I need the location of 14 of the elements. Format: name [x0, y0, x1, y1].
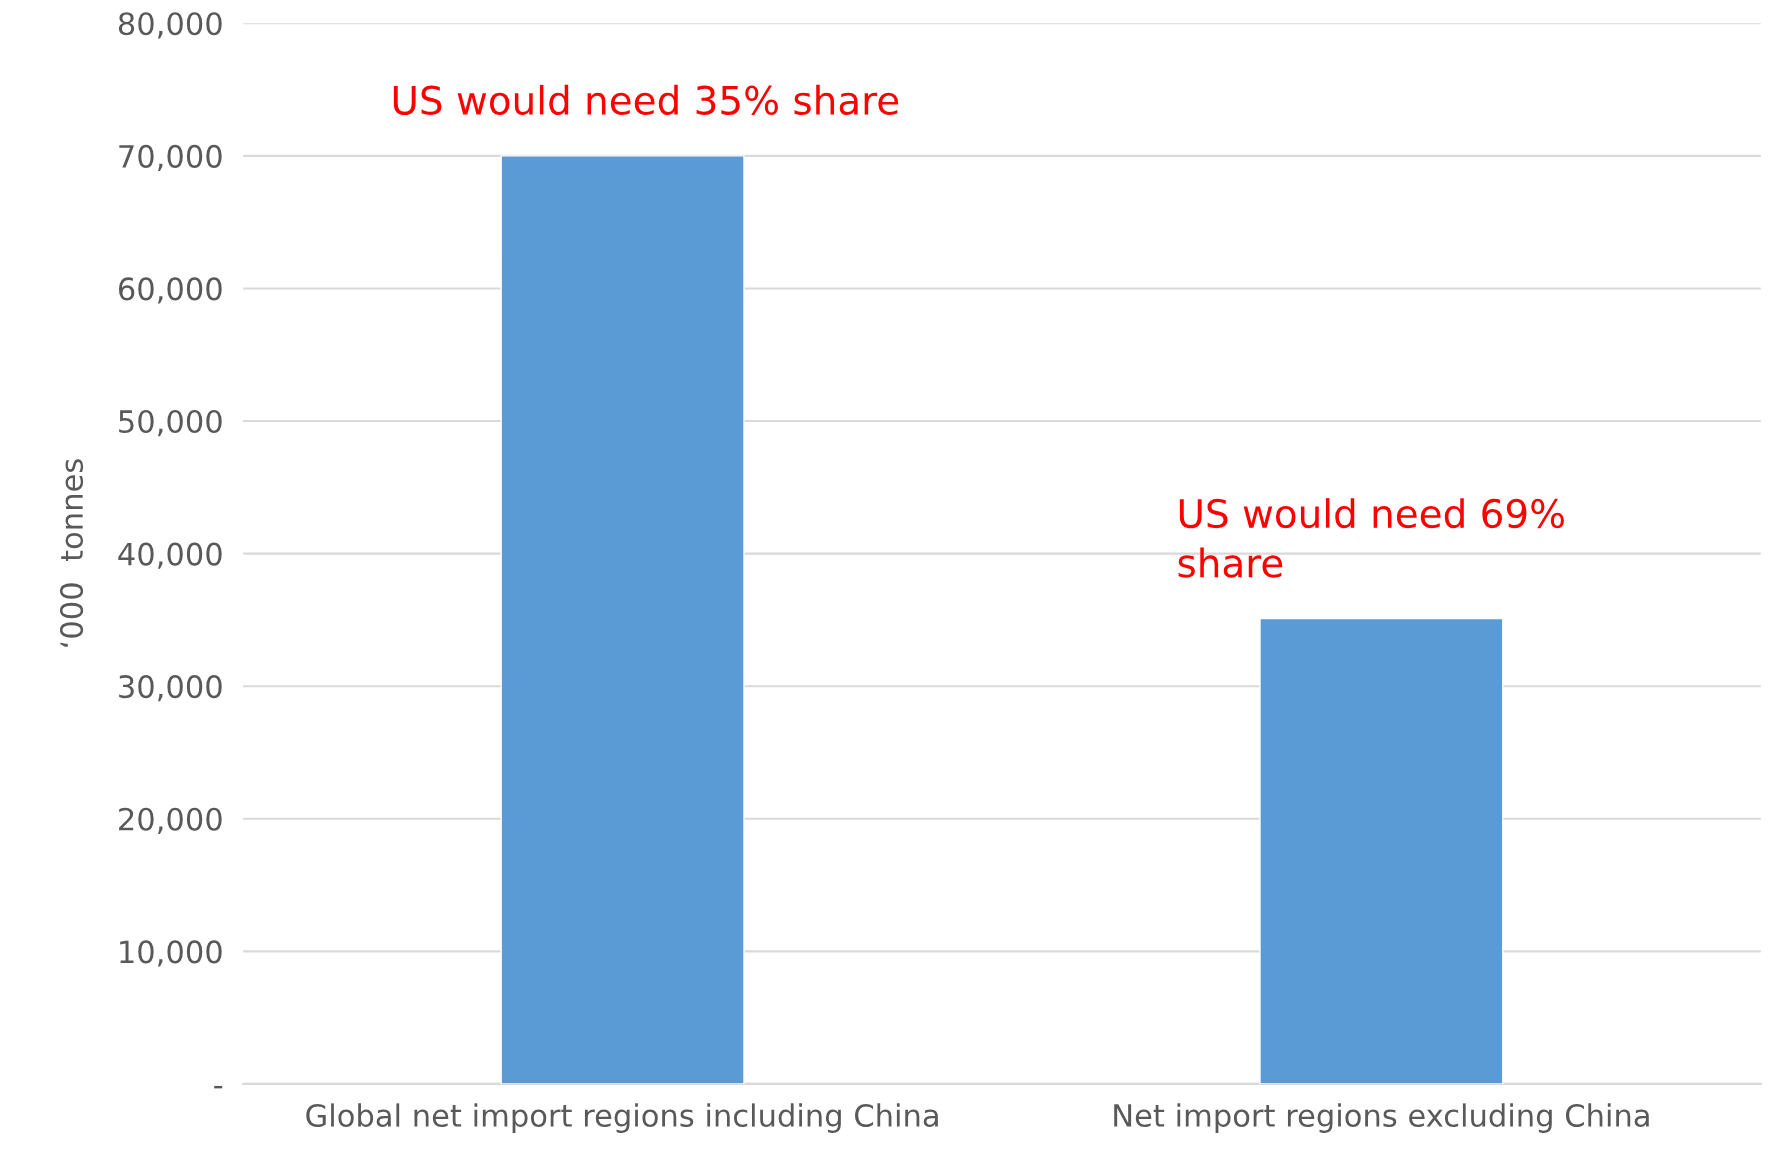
y-tick-label: 50,000 — [119, 409, 222, 437]
y-tick-label: 20,000 — [119, 807, 222, 834]
annotation: US would need 69% share — [1178, 498, 1564, 578]
x-tick-label: Net import regions excluding China — [1114, 1103, 1649, 1133]
y-tick-label: - — [214, 1085, 223, 1089]
y-tick-label: 80,000 — [118, 12, 222, 39]
y-tick-label: 40,000 — [118, 542, 222, 569]
y-axis-title: ‘000 tonnes — [60, 459, 84, 647]
y-tick-label: 70,000 — [119, 144, 222, 171]
y-tick-label: 10,000 — [120, 940, 222, 967]
y-tick-label: 30,000 — [119, 675, 222, 702]
y-tick-label: 60,000 — [118, 277, 222, 304]
annotation: US would need 35% share — [393, 84, 899, 115]
x-tick-label: Global net import regions including China — [306, 1103, 938, 1133]
